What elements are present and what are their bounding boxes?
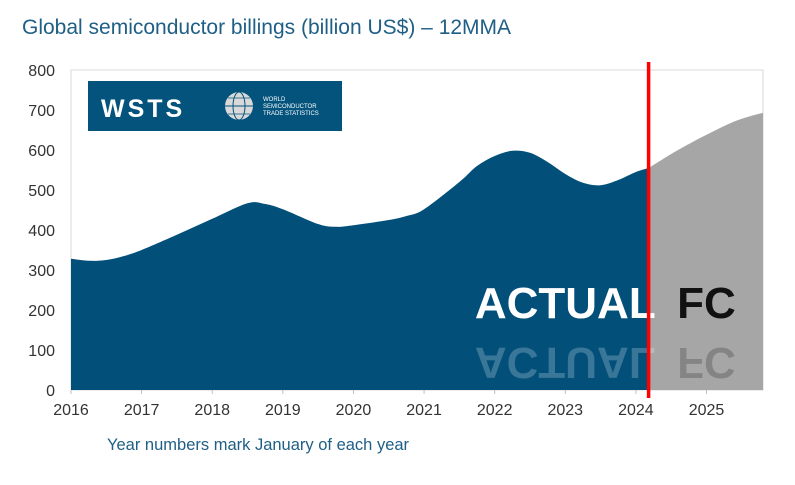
logo-sub-line-3: TRADE STATISTICS [263, 111, 319, 117]
y-tick-label: 200 [28, 303, 55, 320]
y-tick-label: 700 [28, 103, 55, 120]
y-tick-label: 300 [28, 263, 55, 280]
annotation-actual-reflection: ACTUAL [475, 338, 656, 387]
annotation-actual-label: ACTUAL [475, 279, 656, 328]
x-axis-caption: Year numbers mark January of each year [107, 436, 410, 454]
x-tick-label: 2017 [124, 402, 160, 419]
x-tick-label: 2020 [336, 402, 372, 419]
x-tick-label: 2024 [618, 402, 654, 419]
logo-background [88, 81, 342, 131]
x-tick-label: 2019 [265, 402, 301, 419]
actual-area [71, 150, 649, 390]
y-tick-label: 400 [28, 223, 55, 240]
x-tick-label: 2021 [406, 402, 442, 419]
logo-sub-line-2: SEMICONDUCTOR [263, 104, 317, 110]
x-tick-label: 2023 [547, 402, 583, 419]
logo-sub-line-1: WORLD [263, 97, 286, 103]
x-tick-label: 2022 [477, 402, 513, 419]
y-tick-label: 0 [46, 383, 55, 400]
annotation-fc-reflection: FC [677, 338, 736, 387]
chart-title: Global semiconductor billings (billion U… [22, 16, 512, 39]
annotation-fc-label: FC [677, 279, 736, 328]
wsts-logo: WSTS WORLD SEMICONDUCTOR TRADE STATISTIC… [88, 81, 342, 131]
forecast-area [648, 112, 763, 391]
y-tick-label: 600 [28, 143, 55, 160]
y-tick-label: 800 [28, 63, 55, 80]
y-tick-label: 500 [28, 183, 55, 200]
logo-wordmark: WSTS [101, 95, 185, 123]
x-tick-label: 2016 [53, 402, 89, 419]
globe-icon [225, 91, 253, 121]
x-tick-label: 2018 [194, 402, 230, 419]
x-tick-label: 2025 [689, 402, 725, 419]
y-tick-label: 100 [28, 343, 55, 360]
